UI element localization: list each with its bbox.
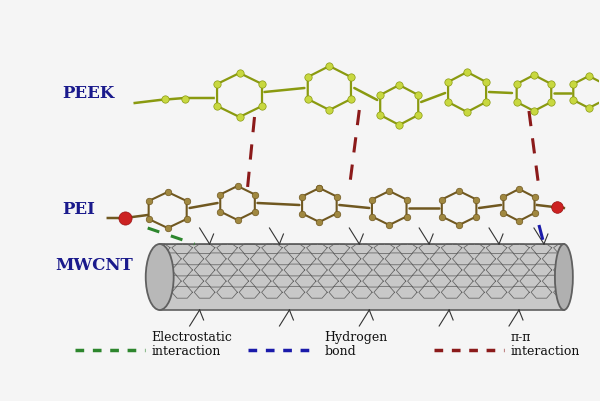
- Ellipse shape: [146, 244, 173, 310]
- Point: [584, 105, 593, 111]
- Point: [257, 81, 267, 87]
- Point: [163, 189, 172, 195]
- Point: [332, 210, 341, 217]
- Point: [530, 194, 539, 200]
- Point: [367, 213, 377, 220]
- Point: [437, 196, 446, 203]
- Text: bond: bond: [325, 345, 356, 358]
- Point: [402, 213, 412, 220]
- Point: [481, 79, 491, 85]
- Point: [120, 215, 130, 221]
- Point: [472, 213, 481, 220]
- Point: [182, 198, 191, 204]
- Point: [512, 81, 521, 87]
- Point: [454, 222, 464, 228]
- Point: [257, 103, 267, 109]
- Point: [443, 99, 453, 105]
- Point: [376, 92, 385, 98]
- Point: [385, 222, 394, 228]
- Ellipse shape: [555, 244, 573, 310]
- Point: [297, 210, 307, 217]
- Point: [297, 193, 307, 200]
- Point: [212, 81, 222, 87]
- Point: [394, 122, 404, 128]
- Point: [462, 109, 472, 115]
- Point: [233, 217, 242, 223]
- Point: [437, 213, 446, 220]
- Point: [144, 216, 154, 222]
- Point: [346, 74, 356, 80]
- Point: [250, 208, 260, 215]
- Point: [547, 81, 556, 87]
- Point: [385, 188, 394, 194]
- Point: [529, 72, 539, 78]
- Point: [472, 196, 481, 203]
- Point: [514, 218, 524, 224]
- Text: interaction: interaction: [152, 345, 221, 358]
- Point: [443, 79, 453, 85]
- Point: [163, 225, 172, 231]
- Point: [547, 99, 556, 105]
- Point: [367, 196, 377, 203]
- Point: [144, 198, 154, 204]
- Point: [314, 219, 324, 225]
- Point: [481, 99, 491, 105]
- Point: [514, 186, 524, 192]
- Point: [462, 69, 472, 75]
- Point: [212, 103, 222, 109]
- Text: PEEK: PEEK: [62, 85, 114, 101]
- Point: [584, 73, 593, 79]
- Point: [376, 112, 385, 118]
- Point: [235, 70, 244, 76]
- Point: [530, 210, 539, 216]
- Text: Electrostatic: Electrostatic: [152, 331, 233, 344]
- Point: [325, 63, 334, 69]
- Point: [512, 99, 521, 105]
- Point: [402, 196, 412, 203]
- Point: [568, 97, 578, 103]
- Point: [332, 193, 341, 200]
- Text: interaction: interaction: [511, 345, 580, 358]
- Point: [303, 96, 313, 102]
- Point: [314, 185, 324, 191]
- Point: [454, 188, 464, 194]
- Point: [235, 114, 244, 120]
- Point: [413, 112, 423, 118]
- Point: [413, 92, 423, 98]
- Point: [180, 96, 190, 102]
- Point: [250, 191, 260, 198]
- Text: Hydrogen: Hydrogen: [325, 331, 388, 344]
- Text: MWCNT: MWCNT: [55, 257, 133, 273]
- Point: [346, 96, 356, 102]
- Point: [552, 204, 562, 210]
- Text: PEI: PEI: [62, 201, 95, 219]
- Bar: [160, 244, 564, 310]
- Point: [529, 108, 539, 114]
- Point: [215, 191, 225, 198]
- Text: π-π: π-π: [511, 331, 532, 344]
- Point: [394, 82, 404, 88]
- Point: [325, 107, 334, 113]
- Point: [182, 216, 191, 222]
- Point: [160, 96, 169, 102]
- Point: [499, 194, 508, 200]
- Point: [233, 183, 242, 189]
- Point: [303, 74, 313, 80]
- Point: [314, 185, 324, 191]
- Point: [568, 81, 578, 87]
- Point: [499, 210, 508, 216]
- Point: [215, 208, 225, 215]
